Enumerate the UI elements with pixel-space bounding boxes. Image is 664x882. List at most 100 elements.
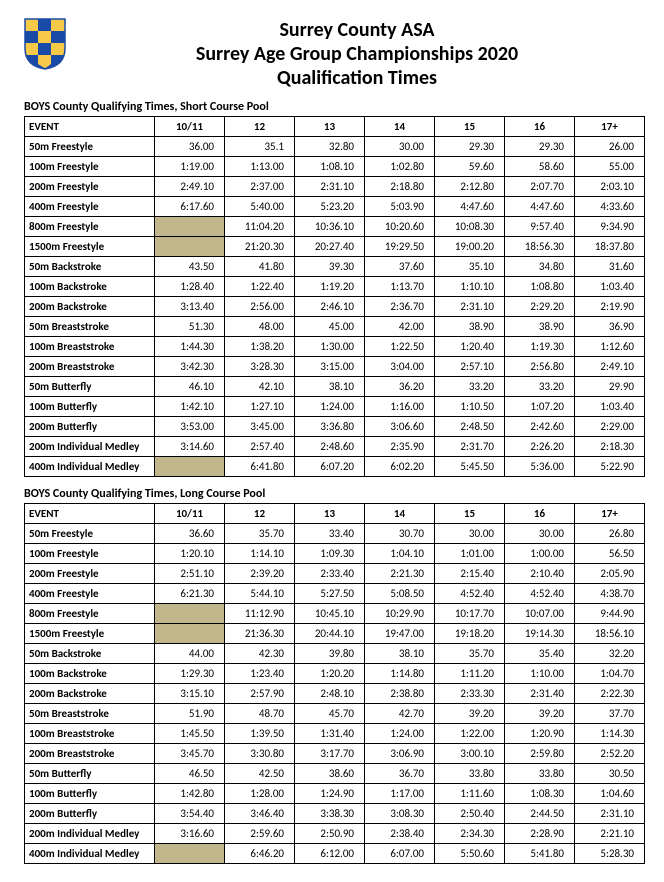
time-cell: 37.60 [365,257,435,277]
time-cell: 38.10 [365,644,435,664]
time-cell: 1:29.30 [155,664,225,684]
event-cell: 100m Breaststroke [25,337,155,357]
time-cell: 3:38.30 [295,804,365,824]
time-cell: 1:19.20 [295,277,365,297]
time-cell: 33.40 [295,524,365,544]
event-cell: 400m Freestyle [25,584,155,604]
time-cell: 1:27.10 [225,397,295,417]
time-cell: 1:42.10 [155,397,225,417]
event-cell: 200m Butterfly [25,417,155,437]
time-cell: 35.1 [225,137,295,157]
time-cell: 3:06.60 [365,417,435,437]
time-cell: 42.50 [225,764,295,784]
time-cell: 2:48.60 [295,437,365,457]
time-cell: 48.00 [225,317,295,337]
time-cell: 3:08.30 [365,804,435,824]
time-cell: 6:02.20 [365,457,435,477]
column-header-age: 14 [365,504,435,524]
time-cell: 6:46.20 [225,844,295,864]
time-cell: 3:06.90 [365,744,435,764]
event-cell: 800m Freestyle [25,217,155,237]
time-cell: 2:56.80 [505,357,575,377]
event-cell: 50m Butterfly [25,377,155,397]
time-cell: 4:38.70 [575,584,645,604]
time-cell: 10:36.10 [295,217,365,237]
time-cell: 5:36.00 [505,457,575,477]
time-cell: 1:02.80 [365,157,435,177]
event-cell: 100m Freestyle [25,157,155,177]
table-row: 100m Freestyle1:19.001:13.001:08.101:02.… [25,157,645,177]
table-row: 1500m Freestyle21:36.3020:44.1019:47.001… [25,624,645,644]
event-cell: 200m Freestyle [25,564,155,584]
time-cell: 58.60 [505,157,575,177]
time-cell: 5:41.80 [505,844,575,864]
time-cell: 35.10 [435,257,505,277]
time-cell: 2:22.30 [575,684,645,704]
event-cell: 100m Freestyle [25,544,155,564]
time-cell: 1:19.00 [155,157,225,177]
event-cell: 50m Breaststroke [25,704,155,724]
table-row: 400m Individual Medley6:46.206:12.006:07… [25,844,645,864]
table-row: 50m Backstroke43.5041.8039.3037.6035.103… [25,257,645,277]
time-cell: 2:05.90 [575,564,645,584]
time-cell: 55.00 [575,157,645,177]
event-cell: 200m Backstroke [25,297,155,317]
time-cell: 19:14.30 [505,624,575,644]
table-row: 100m Butterfly1:42.801:28.001:24.901:17.… [25,784,645,804]
time-cell: 19:18.20 [435,624,505,644]
time-cell: 44.00 [155,644,225,664]
column-header-age: 15 [435,504,505,524]
event-cell: 200m Individual Medley [25,437,155,457]
time-cell: 33.20 [505,377,575,397]
time-cell: 21:20.30 [225,237,295,257]
event-cell: 100m Butterfly [25,397,155,417]
time-cell: 48.70 [225,704,295,724]
column-header-age: 10/11 [155,117,225,137]
time-cell: 39.80 [295,644,365,664]
time-cell: 46.50 [155,764,225,784]
time-cell: 51.90 [155,704,225,724]
column-header-age: 10/11 [155,504,225,524]
column-header-age: 12 [225,117,295,137]
time-cell: 1:16.00 [365,397,435,417]
time-cell: 1:42.80 [155,784,225,804]
time-cell [155,604,225,624]
time-cell: 3:46.40 [225,804,295,824]
table-row: 100m Breaststroke1:45.501:39.501:31.401:… [25,724,645,744]
time-cell: 35.70 [435,644,505,664]
time-cell: 1:08.30 [505,784,575,804]
time-cell: 2:15.40 [435,564,505,584]
time-cell: 1:20.20 [295,664,365,684]
table-row: 200m Butterfly3:54.403:46.403:38.303:08.… [25,804,645,824]
event-cell: 400m Freestyle [25,197,155,217]
time-cell: 3:42.30 [155,357,225,377]
time-cell: 1:38.20 [225,337,295,357]
table-row: 200m Butterfly3:53.003:45.003:36.803:06.… [25,417,645,437]
event-cell: 50m Backstroke [25,257,155,277]
time-cell: 33.20 [435,377,505,397]
table-row: 400m Freestyle6:17.605:40.005:23.205:03.… [25,197,645,217]
time-cell: 51.30 [155,317,225,337]
time-cell: 2:03.10 [575,177,645,197]
column-header-age: 13 [295,504,365,524]
time-cell: 4:47.60 [505,197,575,217]
time-cell: 5:50.60 [435,844,505,864]
column-header-age: 16 [505,117,575,137]
time-cell: 31.60 [575,257,645,277]
time-cell: 2:59.80 [505,744,575,764]
table-title: BOYS County Qualifying Times, Short Cour… [24,100,640,114]
time-cell: 2:51.10 [155,564,225,584]
time-cell: 1:22.00 [435,724,505,744]
time-cell: 30.70 [365,524,435,544]
time-cell: 18:37.80 [575,237,645,257]
table-row: 800m Freestyle11:04.2010:36.1010:20.6010… [25,217,645,237]
table-title: BOYS County Qualifying Times, Long Cours… [24,487,640,501]
time-cell: 2:18.80 [365,177,435,197]
time-cell: 19:00.20 [435,237,505,257]
time-cell: 42.00 [365,317,435,337]
table-row: 100m Butterfly1:42.101:27.101:24.001:16.… [25,397,645,417]
time-cell: 1:09.30 [295,544,365,564]
event-cell: 400m Individual Medley [25,844,155,864]
time-cell: 1:11.20 [435,664,505,684]
time-cell: 11:04.20 [225,217,295,237]
